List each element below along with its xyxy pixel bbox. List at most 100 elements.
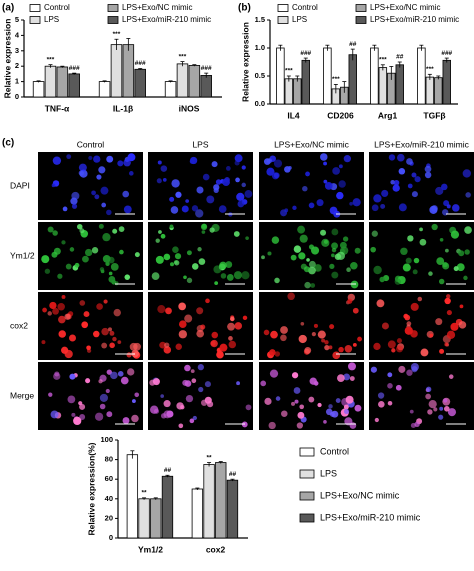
cell	[439, 237, 444, 242]
cell	[213, 187, 219, 193]
cell	[98, 166, 106, 174]
y-tick-label: 4	[15, 30, 20, 39]
cell	[164, 342, 170, 348]
cell	[69, 247, 75, 252]
cell	[263, 329, 270, 336]
y-axis-label: Relative expression(%)	[86, 442, 96, 535]
cell	[83, 311, 90, 318]
cell	[380, 203, 386, 209]
bar	[425, 76, 435, 105]
cell	[117, 370, 124, 377]
cell	[311, 332, 316, 337]
panel-label: (a)	[2, 3, 14, 14]
cell	[464, 226, 472, 234]
y-tick-label: 1.0	[255, 43, 265, 52]
cell	[314, 264, 322, 272]
cell	[344, 417, 353, 426]
panel-label: (b)	[238, 3, 251, 14]
cell	[428, 271, 433, 276]
cell	[98, 223, 104, 229]
significance: ***	[47, 56, 55, 63]
bar	[284, 78, 294, 105]
cell	[354, 247, 361, 254]
cell	[79, 414, 86, 420]
y-tick-label: 1	[15, 77, 19, 86]
cell	[393, 179, 400, 186]
cell	[412, 269, 418, 275]
cell	[178, 423, 184, 429]
cell	[228, 336, 233, 341]
cell	[304, 281, 311, 289]
y-tick-label: 80	[105, 455, 113, 464]
cell	[308, 266, 316, 275]
cell	[210, 339, 218, 348]
cell	[433, 407, 438, 412]
bar	[134, 68, 146, 98]
cell	[152, 378, 160, 386]
cell	[328, 345, 333, 350]
cell	[266, 167, 275, 176]
cell	[181, 205, 189, 213]
cell	[400, 247, 408, 256]
cell	[343, 408, 350, 415]
cell	[157, 160, 162, 165]
legend-swatch	[299, 447, 315, 457]
significance: ###	[300, 50, 311, 57]
cell	[438, 414, 444, 420]
cell	[61, 240, 66, 245]
cell	[394, 278, 402, 285]
cell	[41, 340, 46, 345]
cell	[106, 209, 112, 216]
legend-label: LPS	[292, 15, 307, 24]
bar	[56, 66, 69, 98]
cell	[445, 248, 449, 253]
cell	[299, 234, 308, 243]
cell	[293, 245, 302, 253]
cell	[446, 204, 451, 209]
bar	[276, 47, 285, 105]
cell	[304, 346, 312, 354]
cell	[102, 254, 111, 263]
cell	[108, 271, 113, 276]
cell	[184, 380, 192, 387]
cell	[425, 393, 432, 400]
cell	[391, 348, 396, 353]
row-label: Merge	[10, 390, 34, 400]
cell	[396, 338, 402, 344]
cell	[450, 230, 460, 239]
cell	[211, 331, 219, 339]
x-tick-label: IL-1β	[113, 103, 133, 113]
cell	[395, 384, 402, 391]
cell	[244, 190, 253, 198]
cell	[105, 388, 110, 394]
cell	[321, 238, 330, 247]
cell	[411, 366, 418, 373]
cell	[343, 404, 349, 410]
cell	[209, 227, 215, 233]
cell	[379, 276, 385, 283]
cell	[241, 182, 246, 188]
cell	[156, 178, 162, 184]
legend-swatch	[29, 16, 41, 24]
cell	[324, 182, 333, 190]
cell	[82, 255, 89, 263]
cell	[442, 209, 449, 216]
cell	[338, 346, 344, 353]
cell	[178, 302, 186, 311]
significance: **	[142, 490, 148, 497]
cell	[338, 180, 346, 188]
significance: ##	[396, 54, 404, 61]
cell	[438, 278, 445, 285]
bar	[176, 63, 189, 98]
cell	[99, 393, 108, 402]
cell	[325, 408, 333, 416]
cell	[184, 314, 193, 323]
cell	[269, 349, 276, 356]
cell	[93, 155, 101, 163]
cell	[100, 186, 109, 195]
cell	[237, 200, 245, 208]
cell	[219, 343, 228, 352]
cell	[189, 418, 195, 424]
cell	[320, 229, 327, 236]
